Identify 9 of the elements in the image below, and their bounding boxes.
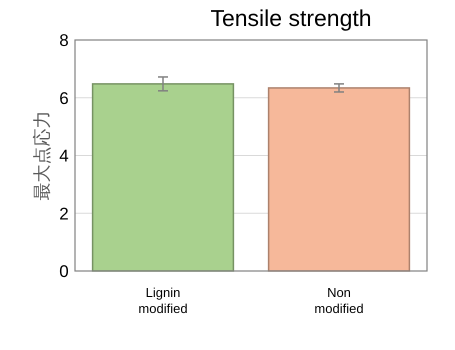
y-axis-title: 最大点応力 xyxy=(32,110,52,200)
x-tick-label: Lignin modified xyxy=(138,285,188,316)
y-tick-label: 8 xyxy=(59,31,69,50)
y-tick-label: 6 xyxy=(59,88,69,108)
y-tick-label: 2 xyxy=(59,204,69,224)
x-tick-label: Non modified xyxy=(314,285,364,316)
y-tick-label: 4 xyxy=(59,146,69,166)
y-tick-label: 0 xyxy=(59,262,69,281)
chart-title: Tensile strength xyxy=(210,5,372,31)
